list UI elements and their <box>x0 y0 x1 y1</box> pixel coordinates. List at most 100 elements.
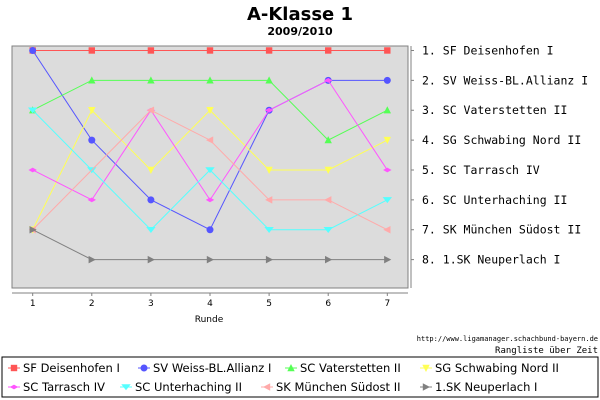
data-point <box>146 106 155 114</box>
legend-label: SC Vaterstetten II <box>300 361 401 375</box>
legend-label: SC Unterhaching II <box>135 380 242 394</box>
legend-swatch-marker <box>140 364 148 372</box>
data-point <box>265 47 273 54</box>
series-7 <box>28 106 391 234</box>
chart-title: A-Klasse 1 <box>247 4 353 25</box>
rank-label: 8. 1.SK Neuperlach I <box>422 253 560 267</box>
rank-label: 2. SV Weiss-BL.Allianz I <box>422 73 588 87</box>
chart-caption: Rangliste über Zeit <box>495 346 598 356</box>
x-tick-label: 4 <box>207 299 213 309</box>
data-point <box>146 227 156 233</box>
data-point <box>324 77 333 83</box>
legend-item: SC Unterhaching II <box>120 380 242 394</box>
legend-items: SF Deisenhofen I SV Weiss-BL.Allianz I SC … <box>8 361 559 394</box>
data-point <box>383 226 391 234</box>
series-1 <box>29 47 391 54</box>
series-8 <box>29 226 392 264</box>
data-point <box>147 76 155 84</box>
data-point <box>265 255 274 264</box>
right-axis: 1. SF Deisenhofen I 2. SV Weiss-BL.Allian… <box>410 43 588 288</box>
data-point <box>87 197 96 203</box>
data-point <box>324 136 332 144</box>
data-point <box>206 136 214 144</box>
rank-label: 4. SG Schwabing Nord II <box>422 133 581 147</box>
data-point <box>383 167 392 173</box>
data-point <box>384 255 392 264</box>
data-point <box>27 107 38 114</box>
rank-label: 7. SK München Südost II <box>422 223 581 237</box>
x-tick-label: 6 <box>325 299 331 309</box>
x-tick-label: 5 <box>266 299 272 309</box>
data-point <box>325 255 333 264</box>
legend-label: 1.SK Neuperlach I <box>435 380 537 394</box>
data-point <box>88 136 96 144</box>
legend-swatch-marker <box>121 384 131 391</box>
data-point <box>324 166 332 174</box>
legend-item: SC Tarrasch IV <box>8 380 105 394</box>
legend-item: SG Schwabing Nord II <box>420 361 559 375</box>
data-point <box>206 255 214 264</box>
data-point <box>206 47 214 54</box>
legend-item: 1.SK Neuperlach I <box>420 380 537 394</box>
x-tick-label: 3 <box>148 299 154 309</box>
x-tick-label: 7 <box>384 299 390 309</box>
legend-swatch-marker <box>9 384 19 390</box>
legend-swatch-marker <box>422 383 430 391</box>
data-point <box>29 46 37 54</box>
rank-label: 6. SC Unterhaching II <box>422 193 567 207</box>
rank-label: 5. SC Tarrasch IV <box>422 163 540 177</box>
source-url: http://www.ligamanager.schachbund-bayern… <box>417 335 598 343</box>
data-point <box>206 76 214 84</box>
data-point <box>147 166 155 174</box>
legend-label: SG Schwabing Nord II <box>435 361 559 375</box>
x-axis: 1 2 3 4 5 6 7 <box>12 292 408 309</box>
data-point <box>265 166 273 174</box>
data-point <box>147 255 155 264</box>
data-point <box>88 76 96 84</box>
legend-label: SF Deisenhofen I <box>23 361 120 375</box>
legend-item: SK München Südost II <box>261 380 401 394</box>
data-point <box>205 197 215 203</box>
data-point <box>384 47 391 54</box>
legend-label: SV Weiss-BL.Allianz I <box>153 361 271 375</box>
data-point <box>29 226 37 234</box>
series-5 <box>28 77 392 203</box>
legend-swatch-marker <box>10 364 18 372</box>
data-point <box>147 196 155 204</box>
legend-item: SV Weiss-BL.Allianz I <box>138 361 271 375</box>
legend-item: SC Vaterstetten II <box>285 361 401 375</box>
legend-label: SK München Südost II <box>276 380 401 394</box>
x-tick-label: 1 <box>30 299 36 309</box>
data-point <box>147 47 155 54</box>
data-point <box>265 196 273 204</box>
data-point <box>323 227 333 233</box>
data-point <box>265 76 273 84</box>
plot-area <box>11 45 409 289</box>
legend <box>1 356 599 398</box>
data-point <box>206 107 214 115</box>
legend-swatch-marker <box>263 383 271 391</box>
series-line <box>32 109 388 231</box>
x-axis-label: Runde <box>195 315 224 325</box>
data-point <box>88 47 95 54</box>
data-point <box>383 106 392 114</box>
data-point <box>206 226 214 234</box>
data-point <box>382 197 393 204</box>
data-point <box>324 196 332 204</box>
data-point <box>88 107 96 115</box>
data-point <box>88 255 96 264</box>
legend-swatch-marker <box>287 364 295 372</box>
data-point <box>28 167 37 173</box>
data-point <box>264 227 274 233</box>
data-point <box>264 107 274 113</box>
legend-swatch-marker <box>422 364 430 372</box>
rank-label: 3. SC Vaterstetten II <box>422 103 567 117</box>
legend-item: SF Deisenhofen I <box>8 361 120 375</box>
x-tick-label: 2 <box>89 299 95 309</box>
chart-subtitle: 2009/2010 <box>267 25 333 38</box>
data-point <box>205 167 215 174</box>
series-layer <box>27 46 393 264</box>
legend-label: SC Tarrasch IV <box>23 380 105 394</box>
